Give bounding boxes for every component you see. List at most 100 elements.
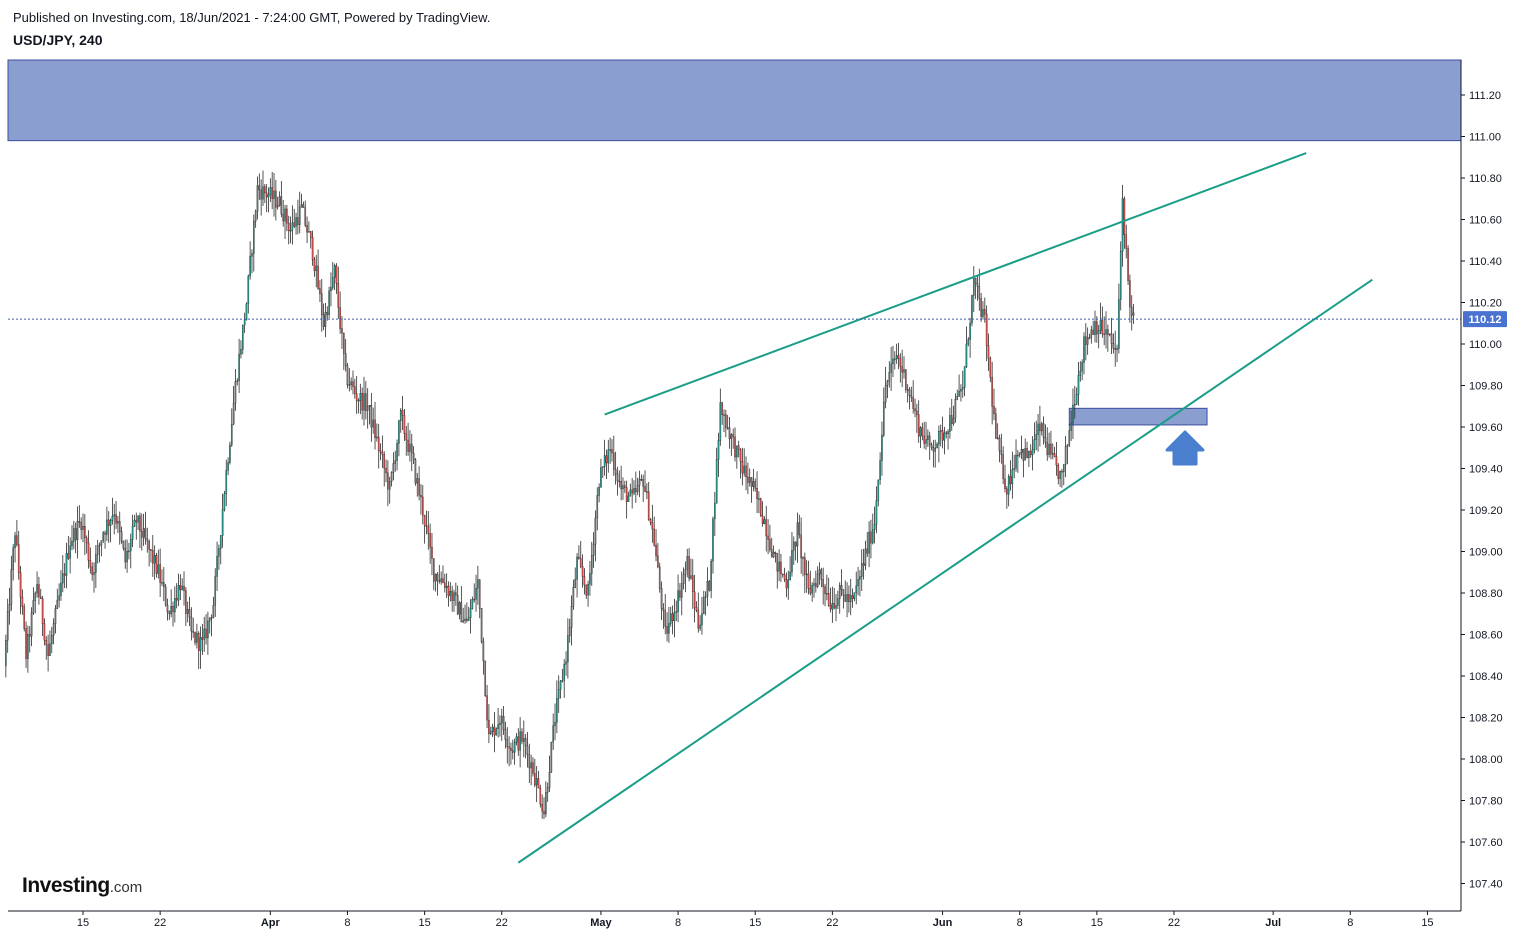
candle (197, 631, 200, 669)
candle (886, 379, 889, 399)
candle-body (144, 528, 147, 540)
candle (1066, 444, 1069, 465)
candle (1051, 443, 1054, 460)
candle (605, 449, 608, 479)
candle (352, 370, 354, 395)
candle-body (412, 452, 415, 460)
candle (961, 370, 964, 398)
candle-body (585, 584, 588, 596)
candle-body (82, 526, 84, 530)
candle (767, 519, 769, 555)
candle-body (420, 494, 422, 498)
candle-body (267, 194, 270, 198)
last-price-label: 110.12 (1468, 314, 1501, 326)
candle-body (848, 594, 850, 603)
candle (950, 398, 953, 431)
candle (607, 439, 610, 473)
candle (93, 562, 95, 593)
candle-body (743, 465, 745, 474)
candle-body (908, 389, 911, 396)
candle (489, 726, 492, 736)
candle (462, 607, 464, 624)
candle (436, 572, 439, 596)
candle-body (346, 365, 349, 386)
candle (563, 659, 566, 698)
candle (1107, 324, 1109, 352)
candle-body (704, 595, 707, 598)
candle-body (938, 431, 940, 445)
candle (56, 588, 59, 609)
candle (109, 518, 112, 543)
candle (1130, 295, 1133, 331)
candle-body (254, 210, 257, 222)
candle-body (1110, 333, 1113, 344)
candle (150, 549, 152, 563)
candle-body (526, 745, 529, 755)
candle (888, 361, 891, 388)
candle-body (543, 810, 545, 815)
candle-body (842, 589, 845, 596)
candle (113, 503, 116, 535)
candle (611, 439, 613, 462)
lines-layer (8, 152, 1461, 864)
candle (1083, 332, 1085, 375)
candle (712, 516, 714, 574)
candle-body (219, 535, 222, 549)
candle (952, 405, 955, 426)
candle (376, 423, 378, 442)
x-tick-label: 22 (826, 917, 838, 929)
candle (322, 303, 325, 331)
candle-body (1107, 329, 1109, 335)
candle (212, 596, 215, 619)
candle (324, 302, 327, 338)
candle (947, 429, 949, 450)
candle-body (387, 472, 389, 490)
candle (677, 574, 679, 623)
candle (1077, 361, 1080, 406)
candle (1048, 432, 1050, 458)
candle-body (993, 406, 995, 415)
candle (776, 552, 779, 589)
candle-body (849, 595, 852, 603)
candle-body (238, 353, 240, 381)
candle (368, 405, 371, 425)
candle-body (1096, 321, 1098, 335)
candle (721, 401, 723, 425)
candle (122, 540, 125, 551)
candle (1123, 196, 1126, 249)
candle (203, 616, 206, 652)
candle-body (958, 391, 960, 397)
candle-body (943, 432, 946, 441)
candle (879, 452, 881, 485)
candle (61, 555, 64, 593)
candle (906, 384, 909, 403)
candle-body (710, 560, 712, 591)
candle-body (927, 435, 929, 440)
candle-body (798, 522, 801, 536)
candle (521, 728, 523, 745)
candle-body (311, 237, 314, 260)
candle-body (811, 585, 813, 594)
candle (227, 457, 229, 476)
candle-body (275, 190, 277, 208)
candle-body (736, 445, 738, 458)
candle-body (838, 585, 841, 599)
candle-body (126, 551, 128, 563)
candle (695, 601, 698, 613)
candle (102, 530, 105, 544)
candle (185, 587, 187, 627)
candle (816, 566, 819, 589)
candle-body (341, 328, 343, 334)
candle (537, 770, 540, 789)
candle-body (912, 397, 914, 409)
candle-body (620, 481, 622, 490)
candle (506, 727, 509, 764)
candle-body (43, 623, 46, 641)
candle-body (1013, 468, 1015, 470)
candle (989, 356, 992, 383)
candle (510, 742, 512, 765)
candle (249, 241, 251, 280)
candle (293, 208, 296, 229)
candle (385, 459, 387, 483)
